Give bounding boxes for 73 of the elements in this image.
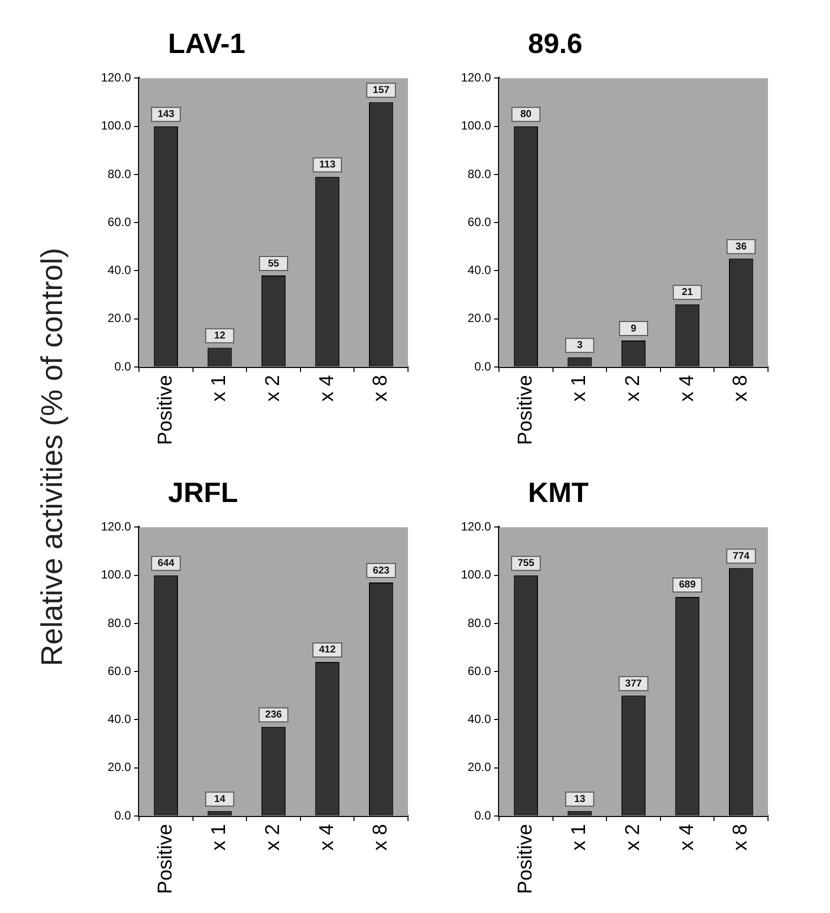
y-tick-label: 40.0 <box>108 263 132 278</box>
x-tick-label: Positive <box>514 374 536 445</box>
x-tick-label: x 2 <box>262 374 284 402</box>
y-axis-title: Relative activities (% of control) <box>36 247 70 666</box>
x-tick-label: x 2 <box>262 823 284 850</box>
annotation: 113 <box>319 160 336 171</box>
y-tick-label: 60.0 <box>108 214 132 229</box>
annotation: 36 <box>736 241 748 252</box>
x-tick-label: x 2 <box>622 823 644 850</box>
x-tick-label: Positive <box>154 374 176 445</box>
y-tick-label: 120.0 <box>461 70 492 85</box>
x-tick-label: Positive <box>514 823 536 894</box>
y-tick-label: 120.0 <box>101 70 132 85</box>
y-tick-label: 100.0 <box>461 567 492 582</box>
y-tick-label: 20.0 <box>468 760 492 774</box>
x-tick-label: x 4 <box>316 823 338 850</box>
annotation: 774 <box>732 550 750 562</box>
annotation: 623 <box>372 564 390 576</box>
chart-title: LAV-1 <box>168 28 246 61</box>
annotation: 412 <box>318 644 336 656</box>
x-tick-label: x 8 <box>730 823 752 850</box>
x-tick-label: x 4 <box>676 823 698 850</box>
annotation: 689 <box>678 579 696 590</box>
y-tick-label: 0.0 <box>474 359 492 374</box>
annotation: 3 <box>576 340 583 352</box>
y-tick-label: 20.0 <box>468 311 492 326</box>
y-tick-label: 20.0 <box>108 760 132 774</box>
x-tick-label: x 4 <box>316 374 338 402</box>
annotation: 21 <box>682 287 694 298</box>
y-tick-label: 0.0 <box>474 808 492 822</box>
annotation: 157 <box>372 85 390 96</box>
annotation: 236 <box>265 709 282 720</box>
annotation: 55 <box>268 258 280 270</box>
annotation: 12 <box>214 330 226 342</box>
x-tick-label: x 2 <box>622 374 644 402</box>
y-tick-label: 0.0 <box>114 808 132 822</box>
y-tick-label: 100.0 <box>101 567 132 582</box>
annotation: 644 <box>158 558 175 569</box>
y-tick-label: 40.0 <box>468 712 492 726</box>
annotation: 14 <box>214 793 226 804</box>
y-tick-label: 80.0 <box>468 615 492 630</box>
y-tick-label: 80.0 <box>108 615 132 630</box>
x-tick-label: x 8 <box>730 374 752 402</box>
y-tick-label: 40.0 <box>108 712 132 726</box>
x-tick-label: x 1 <box>208 374 230 402</box>
annotation: 755 <box>518 558 535 569</box>
y-tick-label: 100.0 <box>101 118 132 133</box>
x-tick-label: x 4 <box>676 374 698 402</box>
chart-title: 89.6 <box>528 28 582 61</box>
y-tick-label: 120.0 <box>101 519 132 534</box>
y-tick-label: 40.0 <box>468 263 492 278</box>
annotation: 13 <box>574 793 586 804</box>
x-tick-label: x 1 <box>568 374 590 402</box>
y-tick-label: 80.0 <box>108 166 132 181</box>
y-tick-label: 60.0 <box>108 663 132 678</box>
x-tick-label: x 1 <box>568 823 590 850</box>
x-tick-label: x 8 <box>370 374 392 402</box>
annotation: 377 <box>625 678 642 689</box>
y-tick-label: 60.0 <box>468 214 492 229</box>
y-tick-label: 0.0 <box>114 359 132 374</box>
annotation: 143 <box>158 109 175 120</box>
x-tick-label: x 1 <box>208 823 230 850</box>
annotation: 9 <box>630 323 637 334</box>
x-tick-label: Positive <box>154 823 176 894</box>
y-tick-label: 20.0 <box>108 311 132 326</box>
y-tick-label: 120.0 <box>461 519 492 534</box>
y-tick-label: 100.0 <box>461 118 492 133</box>
annotation: 80 <box>520 109 532 120</box>
chart-title: KMT <box>528 476 589 510</box>
y-tick-label: 80.0 <box>468 166 492 181</box>
y-tick-label: 60.0 <box>468 663 492 678</box>
chart-title: JRFL <box>168 476 238 510</box>
x-tick-label: x 8 <box>370 823 392 850</box>
